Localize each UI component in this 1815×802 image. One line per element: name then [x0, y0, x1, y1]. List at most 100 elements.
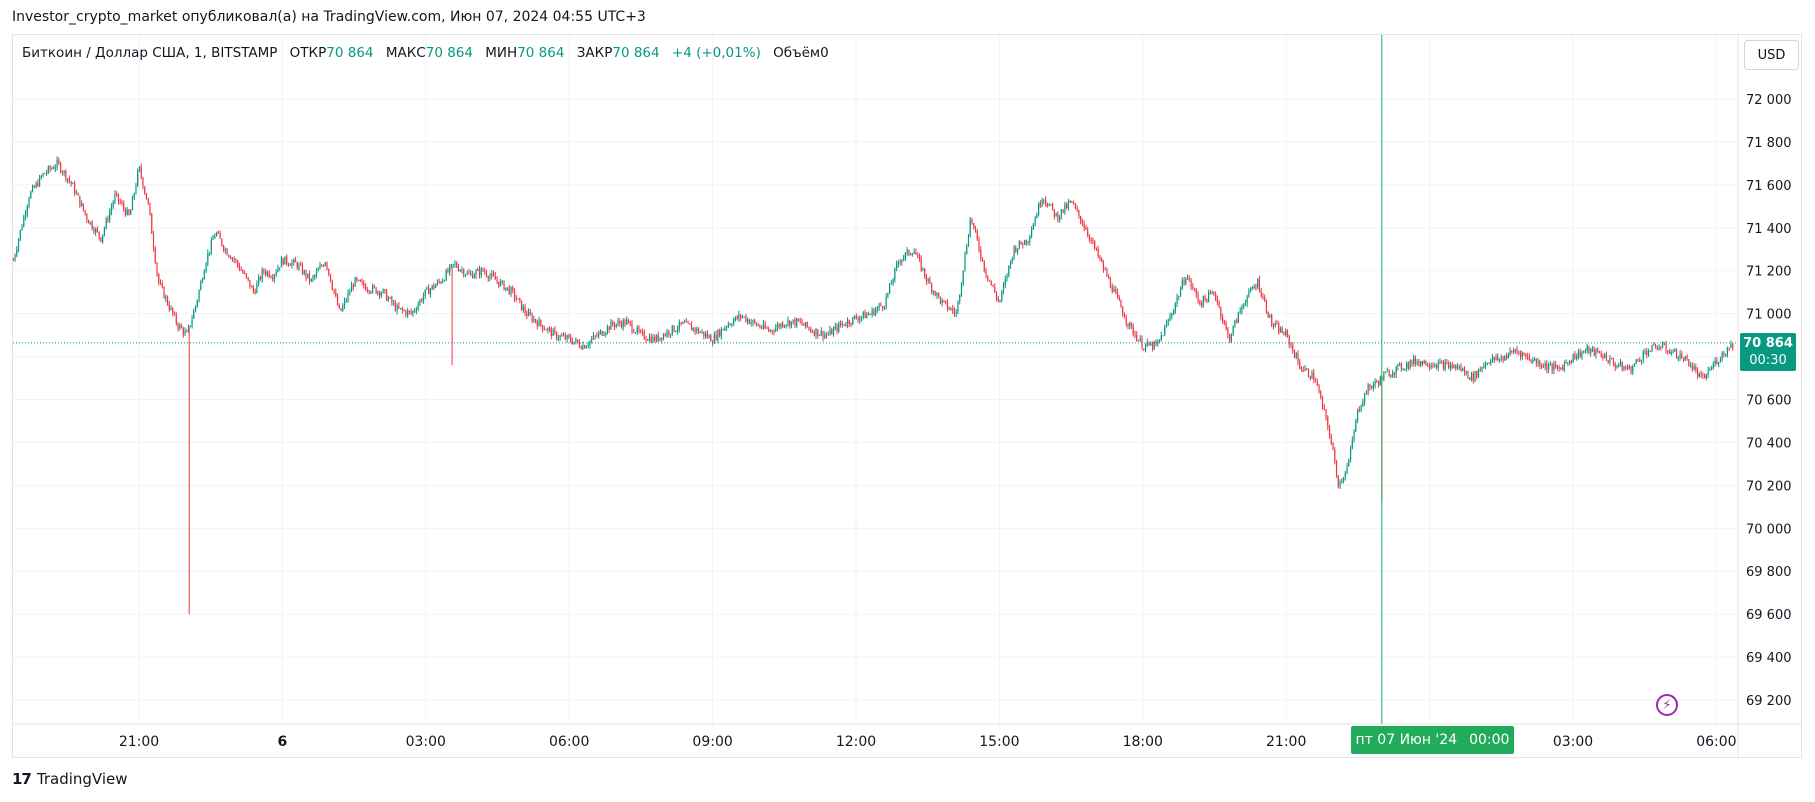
- candle-body: [1665, 344, 1667, 351]
- candle-body: [825, 334, 828, 336]
- candle-body: [857, 318, 859, 321]
- candle-body: [1120, 300, 1122, 308]
- open-label: ОТКР: [289, 45, 327, 61]
- candle-body: [836, 325, 838, 332]
- candle-body: [166, 296, 169, 305]
- candle-body: [1434, 365, 1436, 367]
- candle-body: [221, 238, 223, 246]
- candle-body: [1122, 307, 1124, 315]
- candle-body: [699, 332, 701, 334]
- candle-body: [520, 300, 523, 311]
- candle-body: [326, 262, 328, 269]
- candle-body: [550, 328, 552, 336]
- candle-body: [1232, 326, 1234, 335]
- candle-body: [931, 283, 933, 292]
- candle-body: [692, 327, 694, 331]
- candle-body: [1146, 341, 1148, 345]
- candle-body: [1700, 373, 1702, 376]
- candle-body: [1623, 366, 1625, 370]
- candle-body: [79, 195, 81, 206]
- candle-body: [1593, 348, 1595, 356]
- candle-body: [1383, 373, 1385, 380]
- candle-body: [776, 324, 779, 328]
- candle-body: [1071, 200, 1073, 203]
- candle-body: [172, 307, 174, 314]
- candle-body: [608, 326, 610, 330]
- candle-body: [442, 280, 444, 283]
- candle-body: [1414, 357, 1417, 364]
- candle-body: [1015, 246, 1017, 252]
- candle-body: [927, 279, 929, 282]
- candle-body: [592, 335, 595, 339]
- candle-body: [126, 209, 128, 215]
- symbol-label[interactable]: Биткоин / Доллар США, 1, BITSTAMP: [22, 45, 278, 61]
- candle-body: [1190, 279, 1192, 287]
- candle-body: [28, 198, 30, 207]
- candle-body: [1577, 351, 1580, 357]
- candle-body: [84, 210, 86, 215]
- candle-body: [754, 320, 756, 323]
- candle-body: [622, 320, 624, 328]
- candle-body: [533, 318, 535, 322]
- candle-body: [1688, 359, 1690, 367]
- candle-body: [1628, 365, 1630, 369]
- candle-body: [51, 168, 53, 170]
- candle-body: [948, 308, 950, 310]
- candle-body: [1430, 365, 1432, 368]
- candle-body: [1307, 368, 1310, 377]
- candle-body: [831, 329, 833, 335]
- candle-body: [519, 298, 521, 301]
- candle-body: [1656, 347, 1658, 350]
- candle-body: [675, 331, 677, 333]
- candle-body: [1437, 362, 1439, 369]
- candle-body: [235, 259, 237, 261]
- candle-body: [1300, 368, 1303, 370]
- candle-body: [864, 311, 866, 319]
- candle-body: [1281, 328, 1283, 334]
- candle-body: [866, 314, 868, 319]
- candle-body: [719, 330, 721, 337]
- tradingview-logo[interactable]: 17 TradingView: [12, 770, 128, 788]
- candle-body: [417, 304, 419, 310]
- y-tick-label: 71 400: [1746, 222, 1792, 237]
- currency-button[interactable]: USD: [1744, 40, 1799, 70]
- candle-body: [205, 263, 207, 272]
- candle-body: [1099, 256, 1101, 259]
- candle-body: [1188, 278, 1190, 280]
- candle-body: [652, 336, 654, 343]
- candle-body: [904, 252, 906, 258]
- candle-body: [615, 323, 617, 327]
- candle-body: [897, 262, 899, 264]
- candle-body: [541, 324, 544, 330]
- x-tick-label: 18:00: [1123, 734, 1163, 750]
- candle-body: [894, 268, 896, 280]
- candle-body: [1208, 292, 1210, 302]
- candle-body: [1474, 371, 1476, 382]
- candle-body: [1493, 357, 1495, 360]
- candle-body: [580, 346, 582, 349]
- candle-body: [710, 335, 712, 342]
- y-tick-label: 71 000: [1746, 308, 1792, 323]
- lightning-icon[interactable]: ⚡: [1656, 694, 1678, 716]
- candle-body: [824, 334, 826, 338]
- x-tick-label: 03:00: [406, 734, 446, 750]
- candle-body: [116, 193, 118, 195]
- candle-body: [969, 219, 971, 237]
- candle-body: [1558, 367, 1560, 369]
- candle-body: [1406, 363, 1408, 369]
- candle-body: [96, 228, 99, 232]
- candle-body: [1453, 364, 1455, 369]
- y-tick-label: 71 600: [1746, 179, 1792, 194]
- candle-body: [91, 221, 93, 229]
- candle-body: [647, 339, 649, 341]
- candle-body: [796, 318, 798, 326]
- candle-body: [145, 193, 148, 200]
- candle-body: [140, 166, 142, 178]
- overlays-layer: [13, 35, 1738, 724]
- candle-body: [1395, 366, 1397, 375]
- candle-body: [1016, 248, 1019, 252]
- candle-body: [237, 260, 239, 266]
- candle-body: [534, 318, 537, 322]
- candle-body: [839, 323, 842, 325]
